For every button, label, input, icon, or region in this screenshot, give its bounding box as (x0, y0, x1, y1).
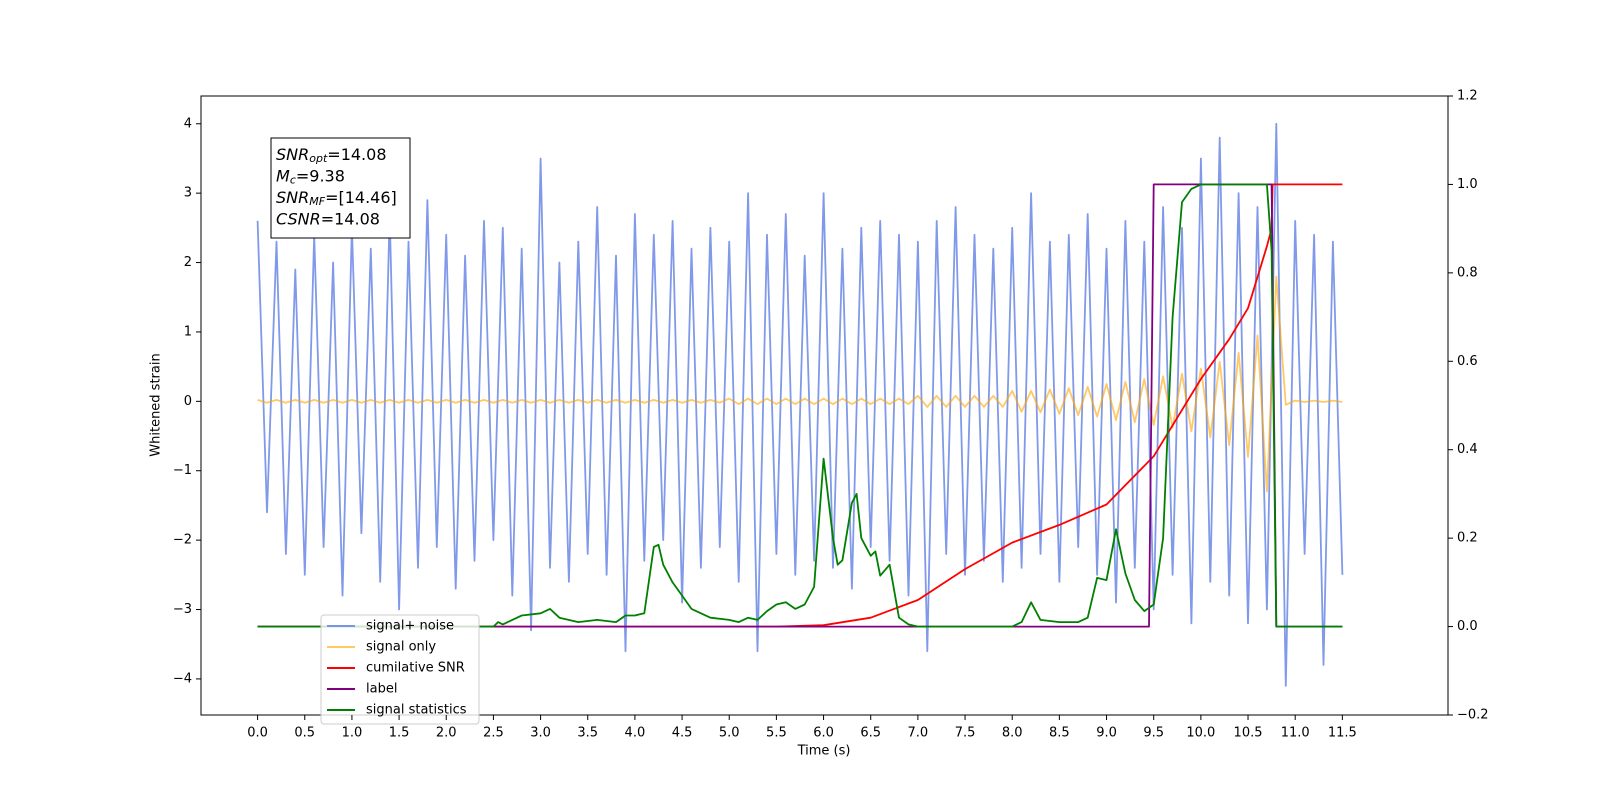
annotation-name: SNR (276, 145, 309, 164)
series-line (256, 122, 1344, 687)
annotation: SNRopt=14.08Mc=9.38SNRMF=[14.46]CSNR=14.… (276, 145, 397, 229)
series-line (257, 183, 1343, 628)
y-tick-label: −3 (173, 602, 192, 617)
x-tick-label: 7.5 (955, 726, 976, 741)
y-tick-label: 0 (184, 394, 192, 409)
x-tick-label: 7.0 (908, 726, 929, 741)
annotation-subscript: MF (309, 195, 325, 208)
x-tick-label: 11.5 (1328, 726, 1357, 741)
annotation-box (270, 137, 411, 239)
annotation-name: CSNR (276, 209, 321, 228)
annotation-line: Mc=9.38 (276, 166, 345, 187)
y-axis-label: Whitened strain (149, 353, 164, 456)
annotation-line: SNRMF=[14.46] (276, 188, 397, 209)
legend-label: label (366, 682, 397, 697)
x-tick-label: 8.0 (1002, 726, 1023, 741)
y-tick-label: 3 (184, 186, 192, 201)
annotation-line: CSNR=14.08 (276, 209, 380, 228)
y2-tick-label: 1.0 (1457, 177, 1478, 192)
plot-area (256, 122, 1344, 687)
legend: signal+ noise signal only cumilative SNR la… (320, 614, 480, 725)
legend-label: signal only (366, 640, 436, 655)
x-tick-label: 4.5 (672, 726, 693, 741)
x-tick-label: 0.5 (294, 726, 315, 741)
x-tick-label: 1.5 (389, 726, 410, 741)
y-tick-label: −1 (173, 463, 192, 478)
y2-tick-label: 0.8 (1457, 265, 1478, 280)
legend-box (320, 614, 480, 725)
y-tick-label: 4 (184, 116, 192, 131)
y-tick-label: 2 (184, 255, 192, 270)
x-tick-label: 10.5 (1234, 726, 1263, 741)
series-line (257, 275, 1343, 493)
y2-tick-label: 0.6 (1457, 354, 1478, 369)
y2-tick-label: 0.4 (1457, 442, 1478, 457)
x-tick-label: 0.0 (247, 726, 268, 741)
series-line (257, 183, 1343, 628)
annotation-value: =9.38 (296, 166, 345, 185)
annotation-name: M (276, 166, 290, 185)
x-tick-label: 5.0 (719, 726, 740, 741)
x-axis-label: Time (s) (797, 744, 851, 759)
annotation-value: =14.08 (321, 209, 380, 228)
legend-label: cumilative SNR (366, 661, 465, 676)
y-tick-label: −2 (173, 533, 192, 548)
y2-tick-label: 0.0 (1457, 619, 1478, 634)
x-tick-label: 3.5 (577, 726, 598, 741)
x-tick-label: 9.0 (1096, 726, 1117, 741)
x-tick-label: 2.5 (483, 726, 504, 741)
x-tick-label: 2.0 (436, 726, 457, 741)
legend-label: signal+ noise (366, 619, 454, 634)
x-tick-label: 5.5 (766, 726, 787, 741)
x-tick-label: 4.0 (625, 726, 646, 741)
x-tick-label: 6.0 (813, 726, 834, 741)
y-tick-label: 1 (184, 324, 192, 339)
x-tick-label: 6.5 (860, 726, 881, 741)
annotation-subscript: c (290, 174, 296, 187)
x-tick-label: 9.5 (1143, 726, 1164, 741)
annotation-line: SNRopt=14.08 (276, 145, 387, 166)
y2-tick-label: −0.2 (1457, 708, 1489, 723)
x-tick-label: 8.5 (1049, 726, 1070, 741)
annotation-value: =[14.46] (325, 188, 397, 207)
x-tick-label: 11.0 (1281, 726, 1310, 741)
y-tick-label: −4 (173, 671, 192, 686)
annotation-name: SNR (276, 188, 309, 207)
y2-tick-label: 0.2 (1457, 531, 1478, 546)
axes-frame (200, 95, 1449, 716)
y2-tick-label: 1.2 (1457, 89, 1478, 104)
x-tick-label: 3.0 (530, 726, 551, 741)
x-tick-label: 1.0 (342, 726, 363, 741)
annotation-value: =14.08 (327, 145, 386, 164)
annotation-subscript: opt (309, 152, 328, 165)
legend-label: signal statistics (366, 703, 467, 718)
x-tick-label: 10.0 (1186, 726, 1215, 741)
